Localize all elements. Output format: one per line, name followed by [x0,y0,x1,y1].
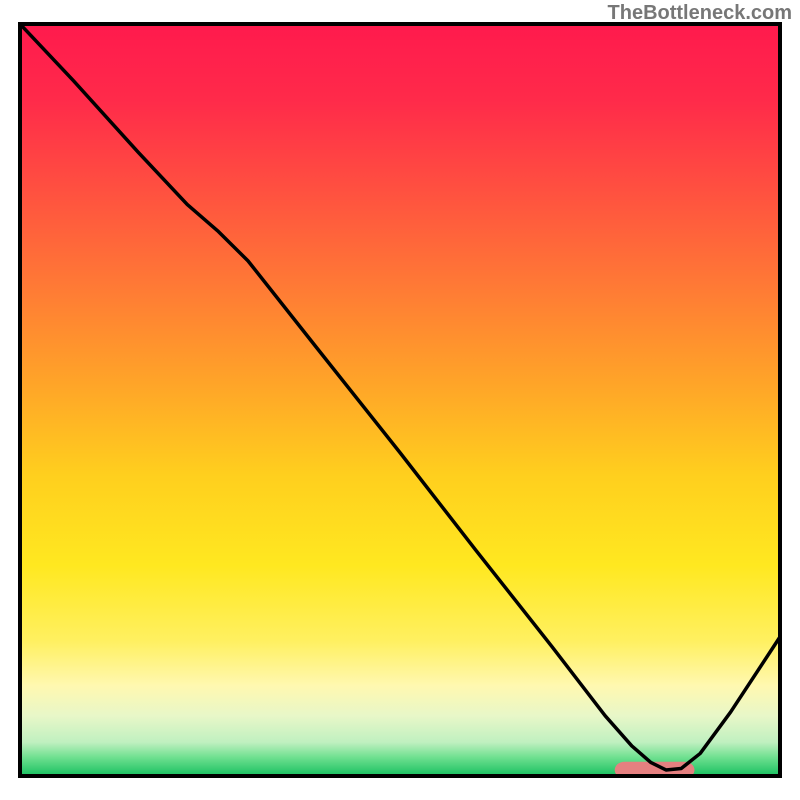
gradient-background [20,24,780,776]
chart-container: TheBottleneck.com [0,0,800,800]
bottleneck-chart [0,0,800,800]
watermark-text: TheBottleneck.com [608,2,792,25]
